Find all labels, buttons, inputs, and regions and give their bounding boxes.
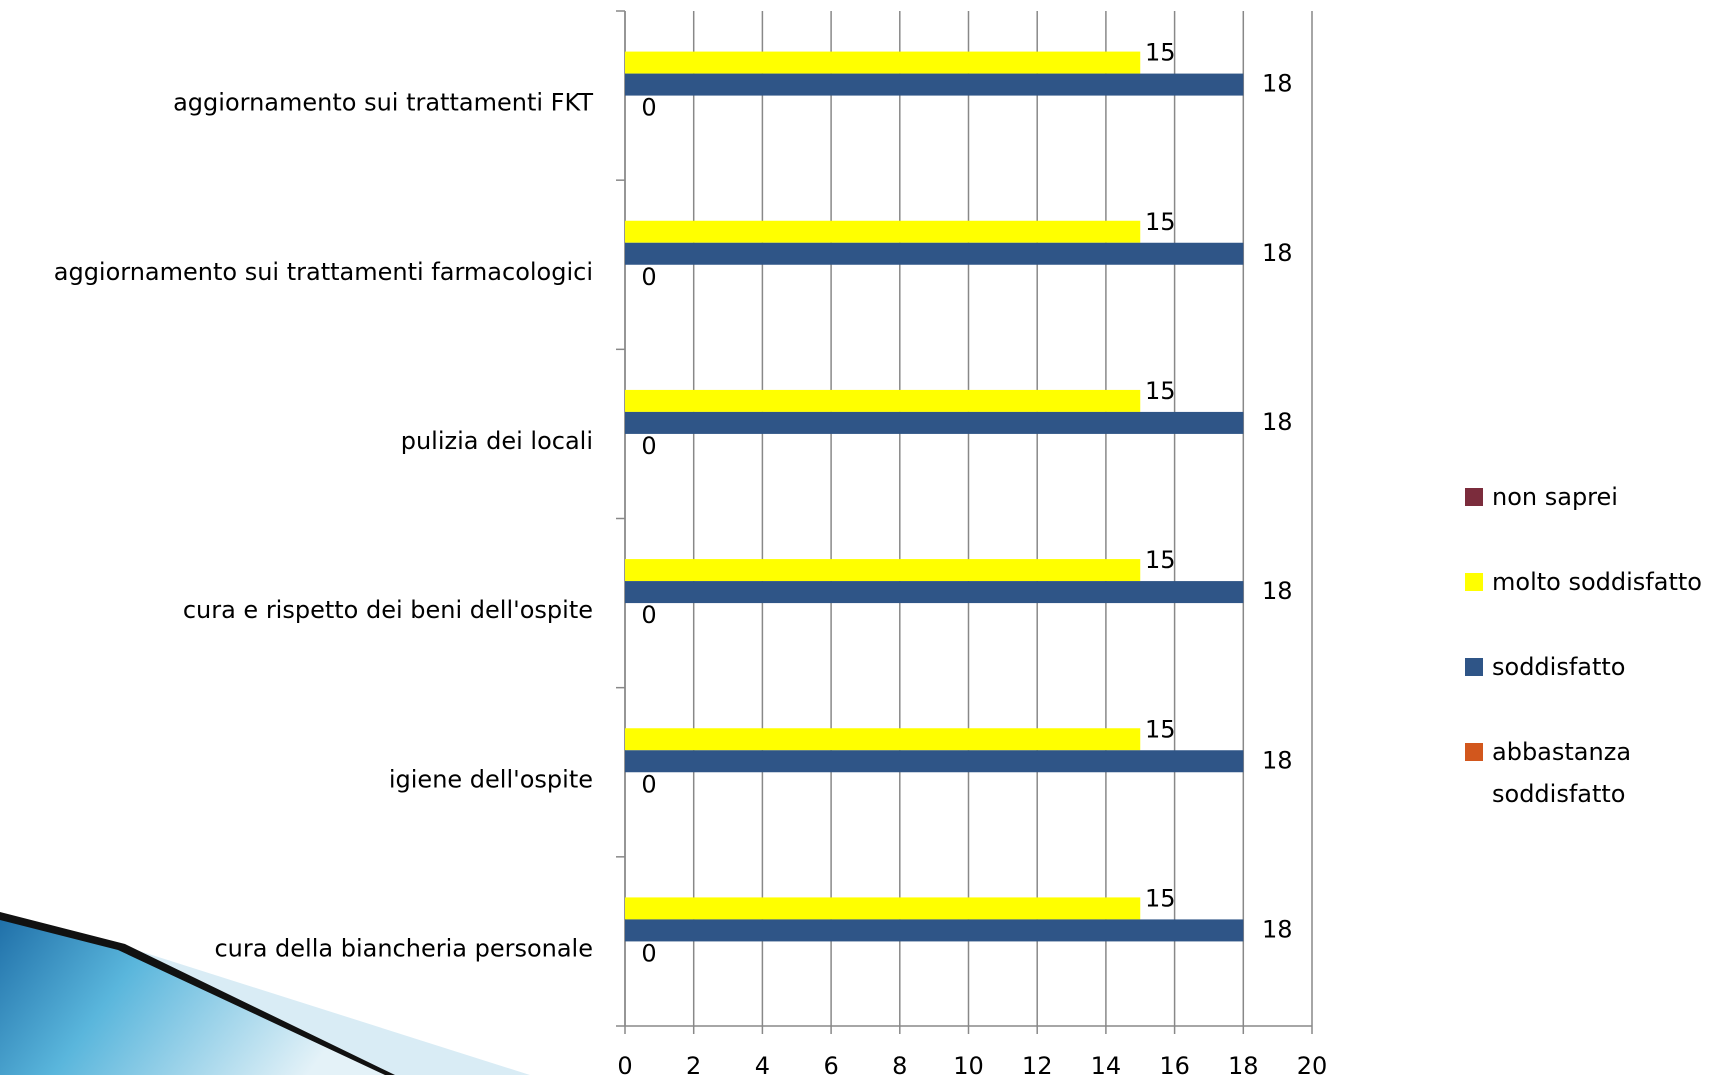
- bar: [625, 389, 1141, 412]
- data-label: 0: [641, 94, 656, 122]
- x-tick-label: 14: [1091, 1052, 1122, 1075]
- legend-swatch: [1465, 743, 1483, 761]
- data-label: 18: [1262, 239, 1293, 267]
- bar: [625, 750, 1244, 773]
- bar: [625, 411, 1244, 434]
- bar: [625, 581, 1244, 604]
- bar: [625, 728, 1141, 751]
- x-tick-label: 18: [1228, 1052, 1259, 1075]
- bar: [625, 73, 1244, 96]
- category-label: igiene dell'ospite: [389, 765, 593, 793]
- data-label: 0: [641, 263, 656, 291]
- legend-item: non saprei: [1465, 476, 1715, 518]
- x-tick-label: 8: [892, 1052, 907, 1075]
- x-tick-label: 16: [1159, 1052, 1190, 1075]
- decoration: [0, 915, 390, 1075]
- legend-label: abbastanza soddisfatto: [1492, 738, 1632, 808]
- legend-item: molto soddisfatto: [1465, 561, 1715, 603]
- legend-item: soddisfatto: [1465, 646, 1715, 688]
- data-label: 15: [1145, 377, 1176, 405]
- data-label: 18: [1262, 746, 1293, 774]
- data-label: 18: [1262, 408, 1293, 436]
- bar: [625, 897, 1141, 920]
- decoration: [0, 912, 395, 1075]
- legend-swatch: [1465, 573, 1483, 591]
- data-label: 15: [1145, 884, 1176, 912]
- x-tick-label: 4: [755, 1052, 770, 1075]
- bar: [625, 51, 1141, 74]
- x-tick-label: 2: [686, 1052, 701, 1075]
- bar: [625, 242, 1244, 265]
- data-label: 15: [1145, 39, 1176, 67]
- data-label: 18: [1262, 577, 1293, 605]
- data-label: 0: [641, 770, 656, 798]
- category-label: aggiornamento sui trattamenti FKT: [173, 89, 593, 117]
- data-label: 15: [1145, 208, 1176, 236]
- x-tick-label: 6: [823, 1052, 838, 1075]
- x-tick-label: 20: [1297, 1052, 1328, 1075]
- data-label: 0: [641, 601, 656, 629]
- legend-item: abbastanza soddisfatto: [1465, 731, 1662, 815]
- data-label: 15: [1145, 715, 1176, 743]
- category-label: pulizia dei locali: [401, 427, 593, 455]
- legend-label: non saprei: [1492, 483, 1618, 511]
- legend-swatch: [1465, 658, 1483, 676]
- bar: [625, 919, 1244, 942]
- legend-swatch: [1465, 488, 1483, 506]
- x-tick-label: 12: [1022, 1052, 1053, 1075]
- bar: [625, 559, 1141, 582]
- legend: non saprei molto soddisfatto soddisfatto ab…: [1465, 476, 1715, 858]
- data-label: 0: [641, 432, 656, 460]
- data-label: 18: [1262, 70, 1293, 98]
- category-label: cura e rispetto dei beni dell'ospite: [183, 596, 593, 624]
- legend-label: soddisfatto: [1492, 653, 1626, 681]
- category-label: cura della biancheria personale: [214, 934, 593, 962]
- category-label: aggiornamento sui trattamenti farmacolog…: [54, 258, 593, 286]
- data-label: 15: [1145, 546, 1176, 574]
- x-tick-label: 10: [953, 1052, 984, 1075]
- legend-label: molto soddisfatto: [1492, 568, 1702, 596]
- data-label: 0: [641, 939, 656, 967]
- data-label: 18: [1262, 915, 1293, 943]
- bar: [625, 220, 1141, 243]
- x-tick-label: 0: [617, 1052, 632, 1075]
